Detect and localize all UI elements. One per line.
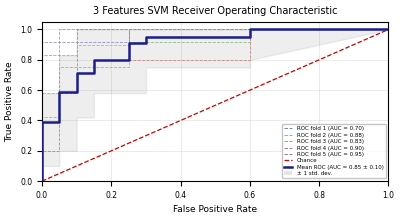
Legend: ROC fold 1 (AUC = 0.70), ROC fold 2 (AUC = 0.88), ROC fold 3 (AUC = 0.83), ROC f: ROC fold 1 (AUC = 0.70), ROC fold 2 (AUC…: [282, 124, 386, 178]
X-axis label: False Positive Rate: False Positive Rate: [173, 205, 257, 214]
Title: 3 Features SVM Receiver Operating Characteristic: 3 Features SVM Receiver Operating Charac…: [93, 6, 338, 16]
Y-axis label: True Positive Rate: True Positive Rate: [6, 61, 14, 142]
